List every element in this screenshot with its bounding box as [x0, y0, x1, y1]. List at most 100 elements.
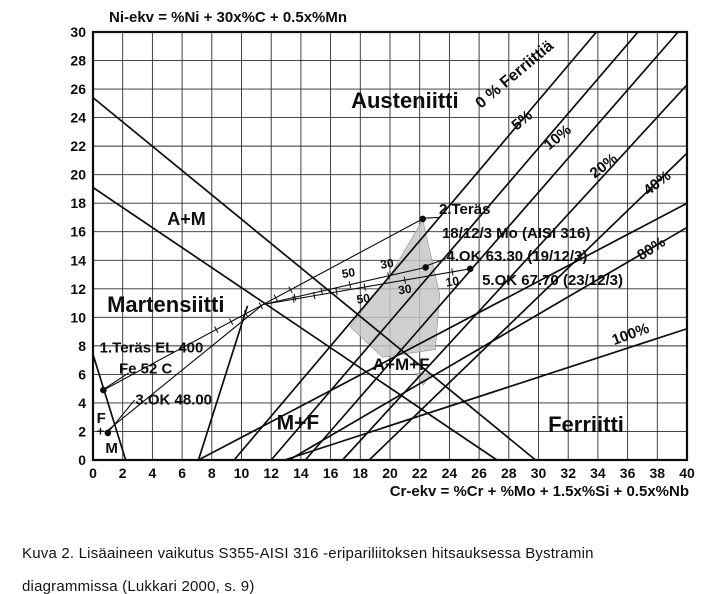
tie-line-mixpoint-to-ok6770: [262, 268, 471, 306]
x-axis-tick-label: 36: [620, 465, 636, 481]
x-axis-tick-label: 8: [208, 465, 216, 481]
ferrite-line-1: [270, 31, 639, 461]
x-axis-tick-label: 38: [650, 465, 666, 481]
y-axis-tick-label: 10: [70, 309, 86, 325]
y-axis-tick-label: 4: [78, 395, 86, 411]
tie-line-tick: [320, 287, 323, 295]
tie-line-tick: [403, 276, 406, 284]
y-axis-tick-label: 18: [70, 195, 86, 211]
tie-line-tick: [214, 326, 219, 333]
y-axis-tick-label: 8: [78, 338, 86, 354]
x-axis-tick-label: 4: [149, 465, 157, 481]
x-axis-tick-label: 14: [293, 465, 309, 481]
ferrite-line-5: [288, 226, 688, 461]
region-label-2: Martensiitti: [107, 292, 224, 317]
caption-line-1: Kuva 2. Lisäaineen vaikutus S355-AISI 31…: [22, 545, 594, 562]
tie-line-tick: [243, 310, 249, 318]
tie-line-tick: [288, 286, 293, 294]
boundary-line-f-m-boundary: [92, 354, 127, 461]
diagram-svg: 0 % Ferriittiä5%10%20%40%80%100%50305030…: [70, 9, 695, 500]
x-axis-tick-label: 22: [412, 465, 428, 481]
dilution-label-1: 30: [379, 256, 395, 272]
x-axis-tick-label: 6: [178, 465, 186, 481]
y-axis-tick-label: 16: [70, 224, 86, 240]
ferrite-line-label-3: 20%: [587, 150, 621, 182]
y-axis-tick-label: 26: [70, 81, 86, 97]
boundary-line-mf-left-boundary: [197, 305, 249, 461]
data-point-steel-2: [419, 215, 426, 223]
x-axis-tick-label: 30: [531, 465, 547, 481]
dilution-label-0: 50: [341, 265, 357, 281]
figure-caption: Kuva 2. Lisäaineen vaikutus S355-AISI 31…: [22, 537, 594, 594]
y-axis-tick-label: 24: [70, 110, 86, 126]
caption-line-2: diagrammissa (Lukkari 2000, s. 9): [22, 578, 255, 594]
tie-line-ok48-to-mixpoint: [106, 304, 264, 432]
boundary-line-mf-upper-boundary: [198, 202, 688, 461]
region-label-6: M+F: [277, 411, 320, 434]
region-label-7: A+M+F: [373, 355, 430, 374]
x-axis-tick-label: 10: [234, 465, 250, 481]
y-axis-tick-label: 12: [70, 281, 86, 297]
point-label-6: 5.OK 67.70 (23/12/3): [482, 272, 623, 289]
y-axis-tick-label: 14: [70, 252, 86, 268]
ferrite-line-label-2: 10%: [541, 121, 575, 153]
region-label-1: A+M: [167, 209, 206, 229]
y-axis-tick-label: 22: [70, 138, 86, 154]
x-axis-tick-label: 12: [263, 465, 279, 481]
x-axis-tick-label: 2: [119, 465, 127, 481]
y-axis-tick-label: 0: [78, 452, 86, 468]
label-callout: [105, 372, 129, 389]
tie-line-tick: [273, 294, 278, 302]
label-callout: [108, 399, 136, 432]
x-axis-formula-label: Cr-ekv = %Cr + %Mo + 1.5x%Si + 0.5x%Nb: [390, 483, 689, 500]
y-axis-formula-title: Ni-ekv = %Ni + 30x%C + 0.5x%Mn: [109, 9, 347, 26]
y-axis-tick-label: 30: [70, 24, 86, 40]
ferrite-line-4: [368, 152, 688, 461]
region-label-3: F: [97, 410, 106, 427]
point-label-3: 2.Teräs: [439, 201, 490, 218]
point-label-5: 4.OK 63.30 (19/12/3): [446, 248, 587, 265]
region-label-4: +: [97, 423, 105, 438]
ferrite-line-2: [304, 31, 679, 461]
label-callout: [424, 216, 439, 219]
x-axis-tick-label: 26: [471, 465, 487, 481]
data-point-steel-1: [100, 386, 107, 394]
boundary-line-austenite-boundary: [92, 96, 537, 461]
tie-line-tick: [292, 295, 295, 303]
dilution-label-4: 10: [445, 274, 461, 290]
x-axis-tick-label: 0: [89, 465, 97, 481]
point-label-0: 1.Teräs EL 400: [100, 339, 204, 356]
ferrite-line-label-5: 80%: [634, 234, 668, 265]
y-axis-tick-label: 2: [78, 423, 86, 439]
region-label-8: Ferriitti: [548, 412, 624, 437]
x-axis-tick-label: 28: [501, 465, 517, 481]
x-axis-tick-label: 34: [590, 465, 606, 481]
plot-border: [91, 30, 689, 462]
region-label-5: M: [105, 440, 118, 457]
tie-line-tick: [363, 283, 366, 291]
y-axis-tick-label: 28: [70, 53, 86, 69]
x-axis-tick-label: 20: [382, 465, 398, 481]
y-axis-tick-label: 6: [78, 366, 86, 382]
ferrite-line-0: [233, 31, 598, 461]
x-axis-tick-label: 18: [353, 465, 369, 481]
tie-line-tick: [313, 292, 316, 300]
ferrite-line-label-6: 100%: [610, 320, 652, 349]
point-label-2: 3.OK 48.00: [135, 391, 212, 408]
x-axis-tick-label: 24: [442, 465, 458, 481]
point-label-1: Fe 52 C: [119, 361, 173, 378]
ferrite-line-label-0: 0 % Ferriittiä: [472, 37, 557, 112]
data-point-ok-63-30: [422, 264, 429, 271]
tie-line-tick: [335, 288, 338, 296]
point-label-4: 18/12/3 Mo (AISI 316): [442, 225, 590, 242]
tie-line-tick: [348, 281, 352, 289]
schaeffler-diagram: 0 % Ferriittiä 5% 10% 20% 40% 80% 100% 50 30 50 30…: [70, 9, 695, 500]
dilution-label-2: 50: [356, 291, 372, 307]
label-callout: [427, 258, 446, 266]
x-axis-tick-label: 40: [679, 465, 695, 481]
x-axis-tick-label: 16: [323, 465, 339, 481]
tie-line-tick: [258, 302, 263, 310]
dilution-label-3: 30: [397, 282, 413, 298]
data-point-ok-48-00: [104, 429, 112, 437]
